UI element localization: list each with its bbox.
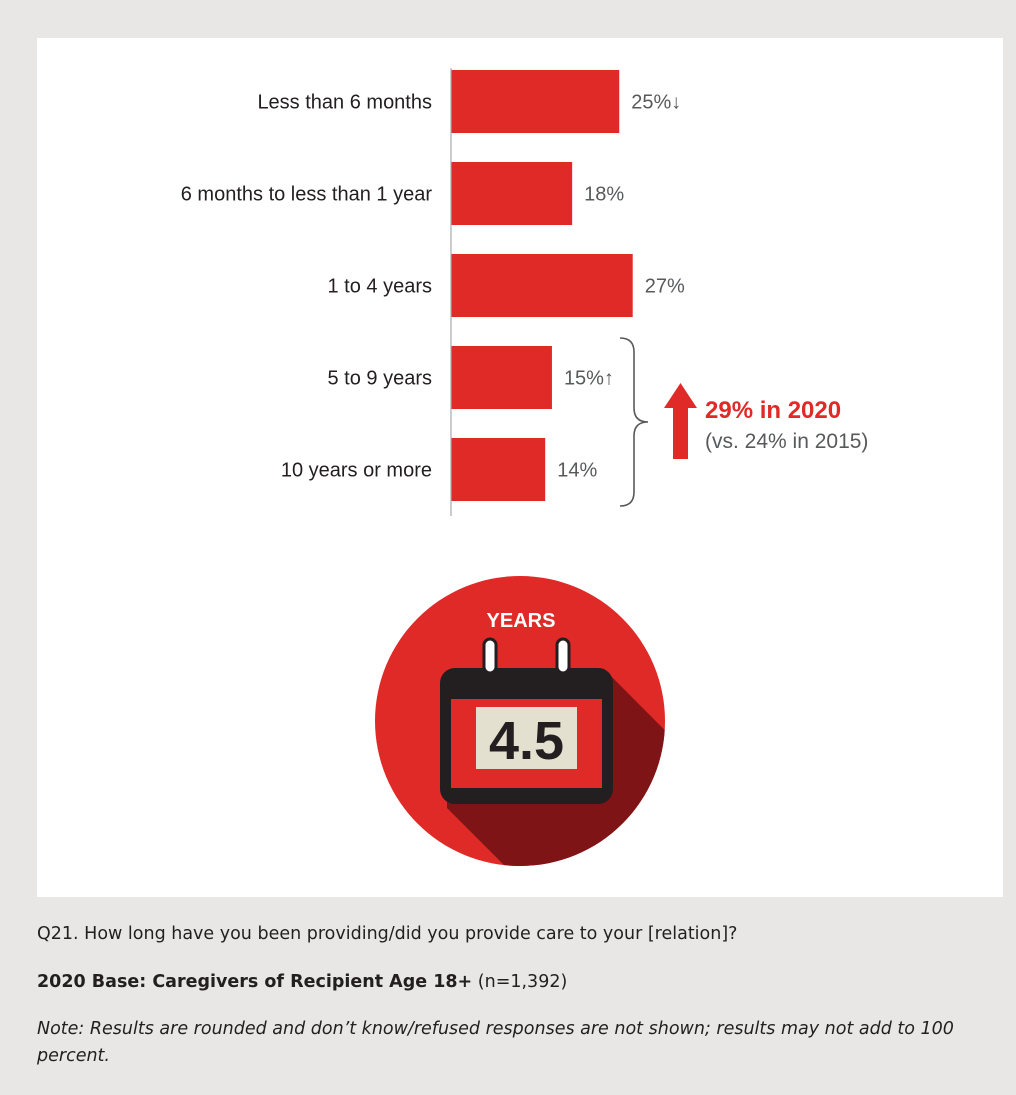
callout-main-text: 29% in 2020	[705, 397, 841, 424]
value-label-6-months-to-less-than-1-year: 18%	[584, 184, 624, 206]
value-label-1-to-4-years: 27%	[645, 276, 685, 298]
calendar-header: YEARS	[487, 610, 556, 632]
callout-sub-text: (vs. 24% in 2015)	[705, 430, 868, 453]
category-label-5-to-9-years: 5 to 9 years	[327, 368, 432, 390]
category-label-6-months-to-less-than-1-year: 6 months to less than 1 year	[181, 184, 433, 206]
survey-base-label: 2020 Base: Caregivers of Recipient Age 1…	[37, 972, 473, 992]
survey-question: Q21. How long have you been providing/di…	[37, 924, 738, 944]
chart-panel: Less than 6 months 25%↓ 6 months to less t…	[37, 38, 1003, 897]
category-label-10-years-or-more: 10 years or more	[281, 460, 432, 482]
category-label-1-to-4-years: 1 to 4 years	[327, 276, 432, 298]
survey-base-count: (n=1,392)	[472, 972, 568, 992]
bars-layer: Less than 6 months 25%↓ 6 months to less t…	[181, 70, 685, 501]
survey-base: 2020 Base: Caregivers of Recipient Age 1…	[37, 972, 567, 992]
value-label-less-than-6-months: 25%↓	[631, 92, 681, 114]
bar-10-years-or-more	[451, 438, 546, 501]
calendar-value: 4.5	[489, 711, 564, 771]
bar-less-than-6-months	[451, 70, 620, 133]
survey-note: Note: Results are rounded and don’t know…	[37, 1019, 954, 1066]
calendar-icon: 4.5	[440, 637, 613, 804]
up-arrow-icon	[664, 383, 697, 459]
bar-5-to-9-years	[451, 346, 552, 409]
bar-6-months-to-less-than-1-year	[451, 162, 573, 225]
calendar-badge: 4.5 YEARS	[375, 576, 665, 866]
category-label-less-than-6-months: Less than 6 months	[257, 92, 432, 114]
value-label-5-to-9-years: 15%↑	[564, 368, 614, 390]
chart-canvas: Less than 6 months 25%↓ 6 months to less t…	[181, 68, 868, 866]
group-bracket	[619, 337, 649, 507]
value-label-10-years-or-more: 14%	[557, 460, 597, 482]
bar-1-to-4-years	[451, 254, 633, 317]
